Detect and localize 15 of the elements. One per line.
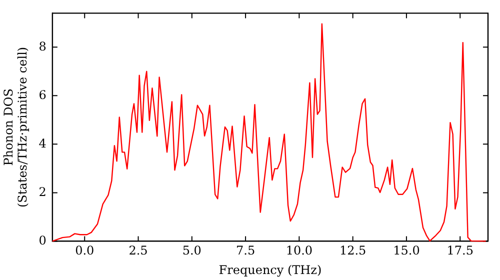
y-tick-label: 6 [38,88,46,102]
y-axis-title: Phonon DOS (States/THz·primitive cell) [1,46,30,208]
x-tick-label: 17.5 [446,244,474,258]
y-tick-label: 4 [38,136,47,150]
x-tick-label: 0.0 [75,244,94,258]
x-tick-label: 12.5 [339,244,366,258]
y-tick-label: 2 [38,184,46,199]
x-tick-label: 2.5 [128,244,148,258]
x-tick-label: 7.5 [236,244,256,258]
x-tick-label: 15.0 [393,244,420,258]
y-tick-label: 8 [38,39,46,54]
x-axis-title: Frequency (THz) [218,262,322,277]
x-tick-label: 10.0 [286,244,313,258]
y-tick-label: 0 [38,233,46,248]
x-tick-label: 5.0 [182,244,202,258]
